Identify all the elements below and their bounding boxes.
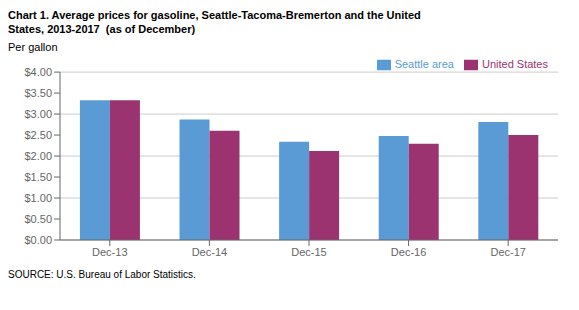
svg-text:Dec-16: Dec-16 <box>391 246 426 258</box>
svg-text:Dec-14: Dec-14 <box>192 246 227 258</box>
html-text:United States: United States <box>482 58 548 70</box>
svg-text:$3.50: $3.50 <box>24 87 52 99</box>
svg-text:$1.50: $1.50 <box>24 171 52 183</box>
svg-text:Dec-15: Dec-15 <box>291 246 326 258</box>
html-text:Seattle area: Seattle area <box>394 58 454 70</box>
svg-text:Dec-13: Dec-13 <box>92 246 127 258</box>
html-text:States, 2013-2017 (as of Decem: States, 2013-2017 (as of December) <box>8 23 196 35</box>
svg-text:$0.00: $0.00 <box>24 234 52 246</box>
svg-text:$2.50: $2.50 <box>24 129 52 141</box>
svg-text:$1.00: $1.00 <box>24 192 52 204</box>
svg-text:$2.00: $2.00 <box>24 150 52 162</box>
html-text:Per gallon: Per gallon <box>8 41 58 53</box>
svg-text:Dec-17: Dec-17 <box>490 246 525 258</box>
html-text:SOURCE: U.S. Bureau of Labor S: SOURCE: U.S. Bureau of Labor Statistics. <box>8 269 196 280</box>
svg-text:$4.00: $4.00 <box>24 66 52 78</box>
svg-text:$3.00: $3.00 <box>24 108 52 120</box>
svg-text:$0.50: $0.50 <box>24 213 52 225</box>
html-text:Chart 1. Average prices for ga: Chart 1. Average prices for gasoline, Se… <box>8 9 421 21</box>
